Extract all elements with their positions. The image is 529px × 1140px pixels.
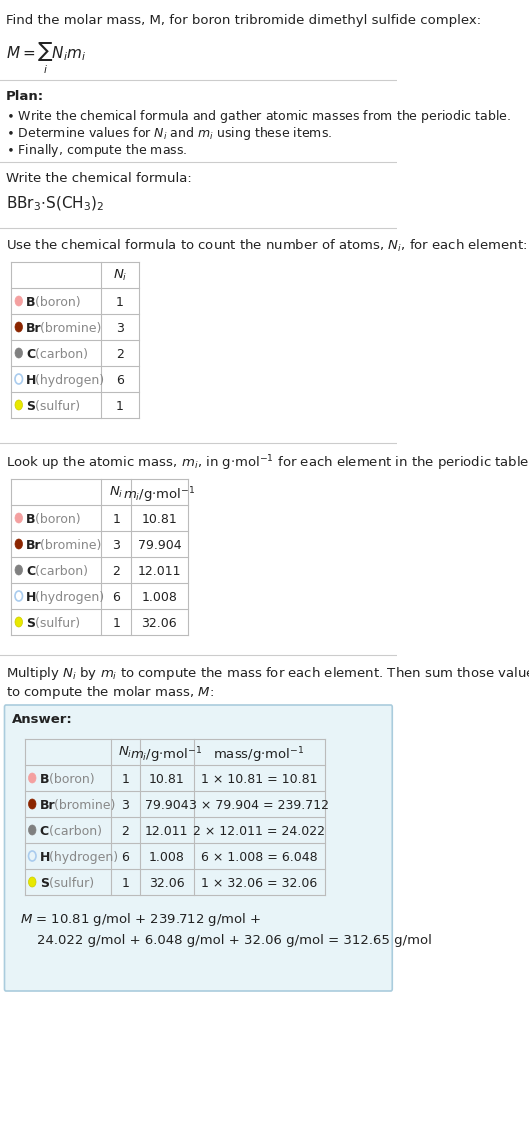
Text: 12.011: 12.011 — [145, 825, 188, 838]
Text: $m_i$/g$\cdot$mol$^{-1}$: $m_i$/g$\cdot$mol$^{-1}$ — [123, 484, 196, 505]
Text: Multiply $N_i$ by $m_i$ to compute the mass for each element. Then sum those val: Multiply $N_i$ by $m_i$ to compute the m… — [6, 665, 529, 701]
Text: (bromine): (bromine) — [36, 539, 102, 552]
Text: Look up the atomic mass, $m_i$, in g$\cdot$mol$^{-1}$ for each element in the pe: Look up the atomic mass, $m_i$, in g$\cd… — [6, 453, 529, 473]
Circle shape — [29, 773, 36, 783]
Text: 6: 6 — [116, 374, 124, 386]
Text: C: C — [26, 565, 35, 578]
Text: 12.011: 12.011 — [138, 565, 181, 578]
Text: Find the molar mass, M, for boron tribromide dimethyl sulfide complex:: Find the molar mass, M, for boron tribro… — [6, 14, 481, 27]
Text: $N_i$: $N_i$ — [113, 268, 127, 283]
Text: 6 × 1.008 = 6.048: 6 × 1.008 = 6.048 — [201, 850, 317, 864]
Circle shape — [15, 539, 23, 549]
Circle shape — [15, 296, 23, 306]
Text: (sulfur): (sulfur) — [31, 617, 80, 630]
Text: (bromine): (bromine) — [36, 321, 102, 335]
Text: Br: Br — [26, 321, 42, 335]
Circle shape — [29, 877, 36, 887]
Text: (boron): (boron) — [44, 773, 94, 785]
Text: S: S — [40, 877, 49, 890]
Text: 1: 1 — [112, 513, 120, 526]
Text: 2: 2 — [112, 565, 120, 578]
Text: $m_i$/g$\cdot$mol$^{-1}$: $m_i$/g$\cdot$mol$^{-1}$ — [130, 746, 203, 765]
Circle shape — [15, 565, 23, 575]
Text: (carbon): (carbon) — [44, 825, 102, 838]
Text: 6: 6 — [112, 591, 120, 604]
Text: C: C — [40, 825, 49, 838]
Text: (hydrogen): (hydrogen) — [44, 850, 118, 864]
Text: 2: 2 — [121, 825, 129, 838]
Text: S: S — [26, 400, 35, 413]
Text: (carbon): (carbon) — [31, 348, 88, 361]
Circle shape — [15, 321, 23, 332]
Text: (bromine): (bromine) — [50, 799, 115, 812]
Text: (sulfur): (sulfur) — [44, 877, 94, 890]
Text: (carbon): (carbon) — [31, 565, 88, 578]
Text: 1: 1 — [112, 617, 120, 630]
Text: $\bullet$ Determine values for $N_i$ and $m_i$ using these items.: $\bullet$ Determine values for $N_i$ and… — [6, 125, 332, 142]
Text: 2: 2 — [116, 348, 124, 361]
Text: 32.06: 32.06 — [149, 877, 184, 890]
Text: 3: 3 — [112, 539, 120, 552]
Text: 1 × 10.81 = 10.81: 1 × 10.81 = 10.81 — [201, 773, 317, 785]
Text: 3: 3 — [121, 799, 129, 812]
Text: B: B — [26, 296, 36, 309]
Text: 79.904: 79.904 — [145, 799, 188, 812]
Text: 1: 1 — [116, 400, 124, 413]
Text: 79.904: 79.904 — [138, 539, 181, 552]
Text: 6: 6 — [121, 850, 129, 864]
Text: Use the chemical formula to count the number of atoms, $N_i$, for each element:: Use the chemical formula to count the nu… — [6, 238, 527, 254]
Text: (sulfur): (sulfur) — [31, 400, 80, 413]
Text: H: H — [40, 850, 50, 864]
Text: Br: Br — [40, 799, 56, 812]
Text: 10.81: 10.81 — [149, 773, 185, 785]
Text: $N_i$: $N_i$ — [109, 484, 123, 500]
Text: 32.06: 32.06 — [142, 617, 177, 630]
Text: 2 × 12.011 = 24.022: 2 × 12.011 = 24.022 — [193, 825, 325, 838]
Text: mass/g$\cdot$mol$^{-1}$: mass/g$\cdot$mol$^{-1}$ — [213, 746, 305, 765]
Circle shape — [29, 825, 36, 834]
Text: $N_i$: $N_i$ — [118, 746, 132, 760]
Text: 1.008: 1.008 — [141, 591, 177, 604]
Circle shape — [29, 799, 36, 809]
Circle shape — [15, 400, 23, 410]
Text: (hydrogen): (hydrogen) — [31, 374, 104, 386]
Text: Answer:: Answer: — [12, 712, 73, 726]
Text: Write the chemical formula:: Write the chemical formula: — [6, 172, 191, 185]
Text: (boron): (boron) — [31, 513, 81, 526]
Circle shape — [15, 348, 23, 358]
FancyBboxPatch shape — [5, 705, 393, 991]
Text: BBr$_3$$\cdot$S(CH$_3$)$_2$: BBr$_3$$\cdot$S(CH$_3$)$_2$ — [6, 195, 104, 213]
Text: 1: 1 — [121, 773, 129, 785]
Text: (hydrogen): (hydrogen) — [31, 591, 104, 604]
Text: 1 × 32.06 = 32.06: 1 × 32.06 = 32.06 — [201, 877, 317, 890]
Text: $M = \sum_i N_i m_i$: $M = \sum_i N_i m_i$ — [6, 42, 86, 76]
Text: $\bullet$ Write the chemical formula and gather atomic masses from the periodic : $\bullet$ Write the chemical formula and… — [6, 108, 511, 125]
Text: 1: 1 — [116, 296, 124, 309]
Text: $M$ = 10.81 g/mol + 239.712 g/mol +
    24.022 g/mol + 6.048 g/mol + 32.06 g/mol: $M$ = 10.81 g/mol + 239.712 g/mol + 24.0… — [20, 911, 431, 947]
Text: B: B — [26, 513, 36, 526]
Text: 3: 3 — [116, 321, 124, 335]
Circle shape — [15, 617, 23, 627]
Text: B: B — [40, 773, 49, 785]
Text: 3 × 79.904 = 239.712: 3 × 79.904 = 239.712 — [189, 799, 329, 812]
Text: H: H — [26, 374, 37, 386]
Text: 10.81: 10.81 — [141, 513, 177, 526]
Text: C: C — [26, 348, 35, 361]
Text: Br: Br — [26, 539, 42, 552]
Circle shape — [15, 513, 23, 523]
Text: 1.008: 1.008 — [149, 850, 185, 864]
Text: (boron): (boron) — [31, 296, 81, 309]
Text: Plan:: Plan: — [6, 90, 44, 103]
Text: $\bullet$ Finally, compute the mass.: $\bullet$ Finally, compute the mass. — [6, 142, 187, 158]
Text: S: S — [26, 617, 35, 630]
Text: H: H — [26, 591, 37, 604]
Text: 1: 1 — [121, 877, 129, 890]
